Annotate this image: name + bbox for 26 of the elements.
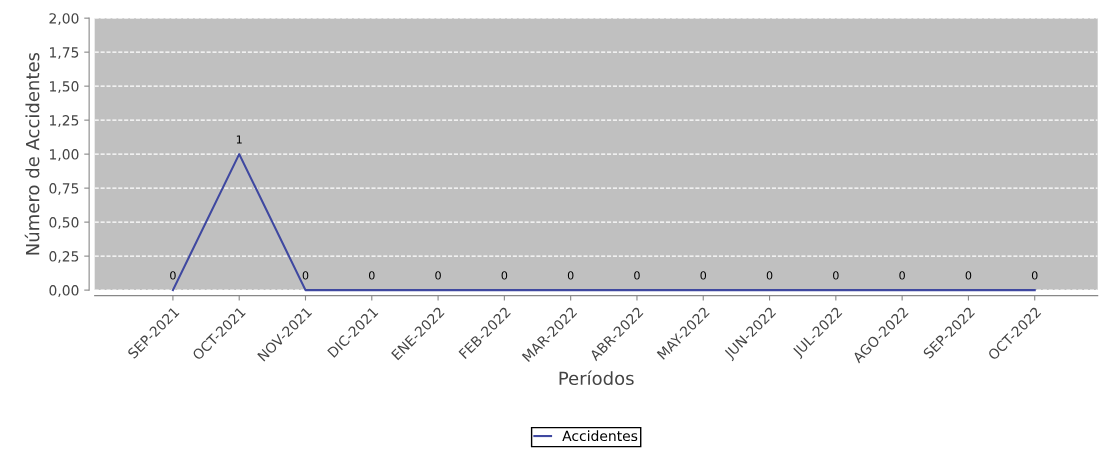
data-label: 0 xyxy=(899,271,905,280)
data-label: 0 xyxy=(170,271,176,280)
data-label: 1 xyxy=(236,135,242,144)
x-axis-title: Períodos xyxy=(559,370,634,386)
data-label: 0 xyxy=(833,271,839,280)
data-label: 0 xyxy=(766,271,773,280)
data-label: 0 xyxy=(700,271,707,280)
y-tick-label: 0,50 xyxy=(49,217,79,230)
y-axis-title: Número de Accidentes xyxy=(24,52,40,255)
data-label: 0 xyxy=(501,271,508,280)
y-tick-label: 0,25 xyxy=(49,251,79,263)
y-tick-label: 1,50 xyxy=(50,81,79,94)
data-label: 0 xyxy=(567,271,574,280)
data-label: 0 xyxy=(368,271,375,280)
y-tick-label: 0,00 xyxy=(49,285,79,297)
data-label: 0 xyxy=(634,271,640,280)
legend-label: Accidentes xyxy=(562,430,638,442)
data-label: 0 xyxy=(1031,271,1038,280)
data-label: 0 xyxy=(965,271,972,280)
y-tick-label: 2,00 xyxy=(49,13,79,26)
data-label: 0 xyxy=(302,271,309,280)
data-label: 0 xyxy=(435,271,441,280)
y-tick-label: 1,25 xyxy=(50,115,79,128)
y-tick-label: 1,00 xyxy=(50,149,79,162)
y-tick-label: 1,75 xyxy=(50,47,79,60)
y-tick-label: 0,75 xyxy=(49,183,79,196)
